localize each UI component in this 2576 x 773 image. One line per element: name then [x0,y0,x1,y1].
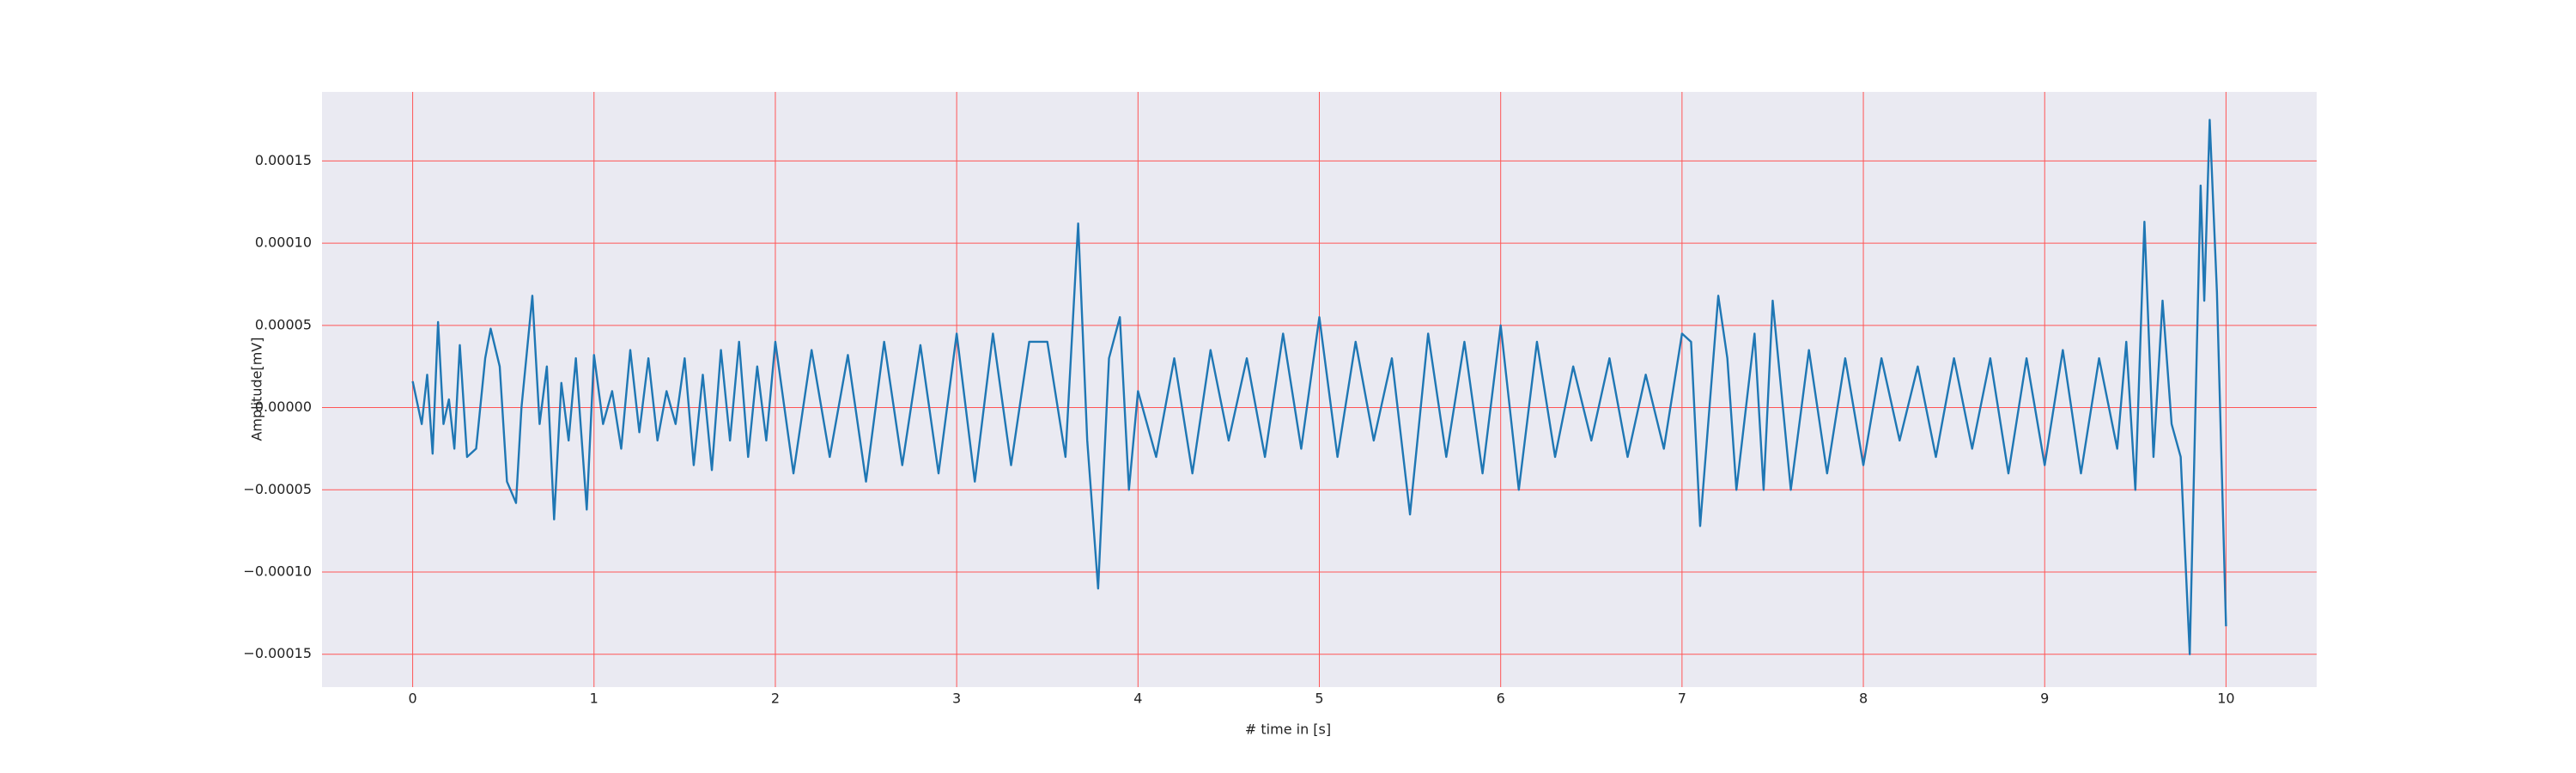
y-tick-label: −0.00005 [243,481,312,497]
x-tick-label: 8 [1859,691,1868,707]
x-tick-label: 6 [1497,691,1505,707]
x-tick-label: 3 [952,691,961,707]
y-axis-label: Amplitude[mV] [249,337,265,441]
x-tick-label: 4 [1133,691,1142,707]
x-tick-label: 1 [590,691,598,707]
x-axis-label: # time in [s] [1245,721,1331,738]
y-tick-label: −0.00010 [243,563,312,579]
signal-line [411,119,2227,655]
x-tick-label: 0 [408,691,416,707]
y-tick-label: 0.00005 [255,316,312,332]
y-tick-label: 0.00000 [255,399,312,415]
x-tick-label: 7 [1678,691,1686,707]
x-tick-label: 5 [1315,691,1323,707]
x-tick-label: 9 [2040,691,2049,707]
y-tick-label: −0.00015 [243,645,312,661]
y-tick-label: 0.00010 [255,234,312,251]
y-tick-label: 0.00015 [255,152,312,168]
x-tick-label: 10 [2217,691,2234,707]
x-tick-label: 2 [771,691,780,707]
